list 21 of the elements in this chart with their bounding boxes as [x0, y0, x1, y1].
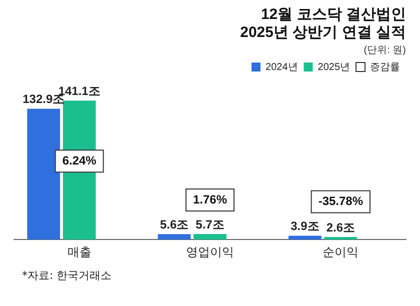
- x-tick-label: 영업이익: [186, 245, 234, 260]
- annotation: 6.24%: [62, 153, 97, 168]
- bar: [158, 234, 191, 240]
- legend-label: 2025년: [318, 62, 350, 73]
- bar: [194, 234, 226, 240]
- bar: [27, 108, 60, 240]
- bar: [324, 237, 358, 240]
- x-tick-label: 매출: [67, 245, 92, 260]
- annotation: 1.76%: [192, 192, 228, 206]
- data-label: 5.7조: [196, 217, 224, 232]
- chart-title: 12월 코스닥 결산법인 2025년 상반기 연결 실적: [240, 6, 406, 42]
- x-tick-label: 순이익: [322, 245, 359, 260]
- data-label: 5.6조: [160, 217, 189, 232]
- data-label: 3.9조: [290, 219, 320, 234]
- legend-label: 2024년: [266, 62, 298, 73]
- legend-label: 증감률: [370, 62, 400, 73]
- text: *자료: 한국거래소: [22, 268, 112, 283]
- chart-subtitle: (단위: 원): [364, 44, 406, 56]
- bar: [288, 236, 322, 240]
- data-label: 2.6조: [326, 220, 356, 234]
- annotation: -35.78%: [318, 194, 364, 208]
